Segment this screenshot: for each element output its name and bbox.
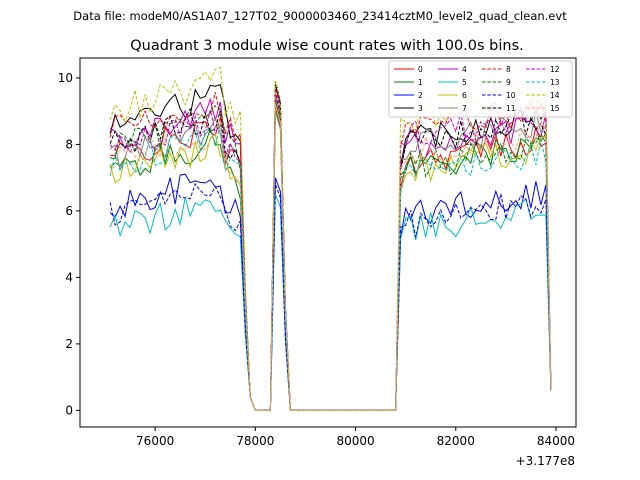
x-tick-label: 78000: [236, 434, 274, 448]
legend-label-3: 3: [418, 104, 423, 113]
series-line-13: [109, 111, 552, 411]
x-tick-label: 84000: [537, 434, 575, 448]
series-line-12: [109, 91, 552, 411]
y-tick-label: 4: [65, 270, 73, 284]
series-line-2: [109, 173, 552, 411]
chart-suptitle: Data file: modeM0/AS1A07_127T02_90000034…: [73, 9, 567, 23]
legend-label-14: 14: [550, 91, 560, 100]
legend-label-1: 1: [418, 78, 423, 87]
series-line-15: [109, 104, 552, 411]
y-tick-label: 2: [65, 337, 73, 351]
legend-label-11: 11: [506, 104, 516, 113]
legend-label-13: 13: [550, 78, 560, 87]
series-line-1: [109, 101, 552, 411]
legend-label-6: 6: [462, 91, 467, 100]
x-offset-label: +3.177e8: [516, 454, 575, 468]
y-tick-label: 6: [65, 204, 73, 218]
series-line-5: [109, 194, 552, 411]
y-tick-label: 8: [65, 137, 73, 151]
series-layer: [109, 66, 552, 411]
series-line-7: [109, 111, 552, 411]
series-line-3: [109, 83, 552, 411]
legend-label-5: 5: [462, 78, 467, 87]
legend-label-2: 2: [418, 91, 423, 100]
axes-frame: [79, 57, 577, 428]
legend-label-4: 4: [462, 65, 467, 74]
series-line-9: [109, 97, 552, 411]
x-tick-label: 80000: [336, 434, 374, 448]
y-tick-label: 10: [58, 71, 73, 85]
legend-label-12: 12: [550, 65, 560, 74]
legend-frame: [388, 60, 573, 118]
x-tick-label: 76000: [136, 434, 174, 448]
series-line-14: [109, 66, 552, 411]
series-line-0: [110, 107, 552, 411]
series-line-11: [109, 81, 552, 411]
legend-label-9: 9: [506, 78, 511, 87]
legend-label-15: 15: [550, 104, 560, 113]
legend-label-7: 7: [462, 104, 467, 113]
y-tick-label: 0: [65, 403, 73, 417]
legend-label-0: 0: [418, 65, 423, 74]
legend-label-10: 10: [506, 91, 516, 100]
series-line-10: [109, 182, 552, 411]
y-axis: 0 2 4 6 8 10: [58, 71, 80, 417]
x-tick-label: 82000: [437, 434, 475, 448]
chart-title: Quadrant 3 module wise count rates with …: [130, 38, 524, 54]
legend-label-8: 8: [506, 65, 511, 74]
x-axis: 76000 78000 80000 82000 84000: [136, 427, 575, 448]
